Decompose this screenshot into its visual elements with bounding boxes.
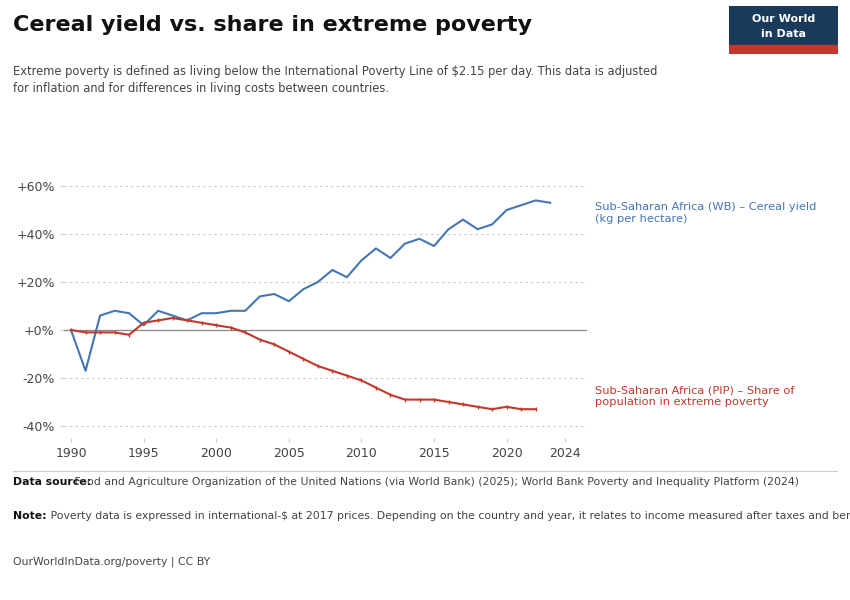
Text: Poverty data is expressed in international-$ at 2017 prices. Depending on the co: Poverty data is expressed in internation…	[47, 511, 850, 521]
Text: Our World: Our World	[752, 14, 815, 25]
Text: Extreme poverty is defined as living below the International Poverty Line of $2.: Extreme poverty is defined as living bel…	[13, 65, 657, 95]
Text: Data source:: Data source:	[13, 477, 91, 487]
Bar	[729, 46, 838, 54]
Text: Sub-Saharan Africa (PIP) – Share of
population in extreme poverty: Sub-Saharan Africa (PIP) – Share of popu…	[595, 385, 795, 407]
Text: Sub-Saharan Africa (WB) – Cereal yield
(kg per hectare): Sub-Saharan Africa (WB) – Cereal yield (…	[595, 202, 816, 224]
Text: Cereal yield vs. share in extreme poverty: Cereal yield vs. share in extreme povert…	[13, 15, 532, 35]
Text: in Data: in Data	[762, 29, 806, 39]
Text: OurWorldInData.org/poverty | CC BY: OurWorldInData.org/poverty | CC BY	[13, 557, 210, 568]
Text: Food and Agriculture Organization of the United Nations (via World Bank) (2025);: Food and Agriculture Organization of the…	[71, 477, 798, 487]
Text: Note:: Note:	[13, 511, 47, 521]
